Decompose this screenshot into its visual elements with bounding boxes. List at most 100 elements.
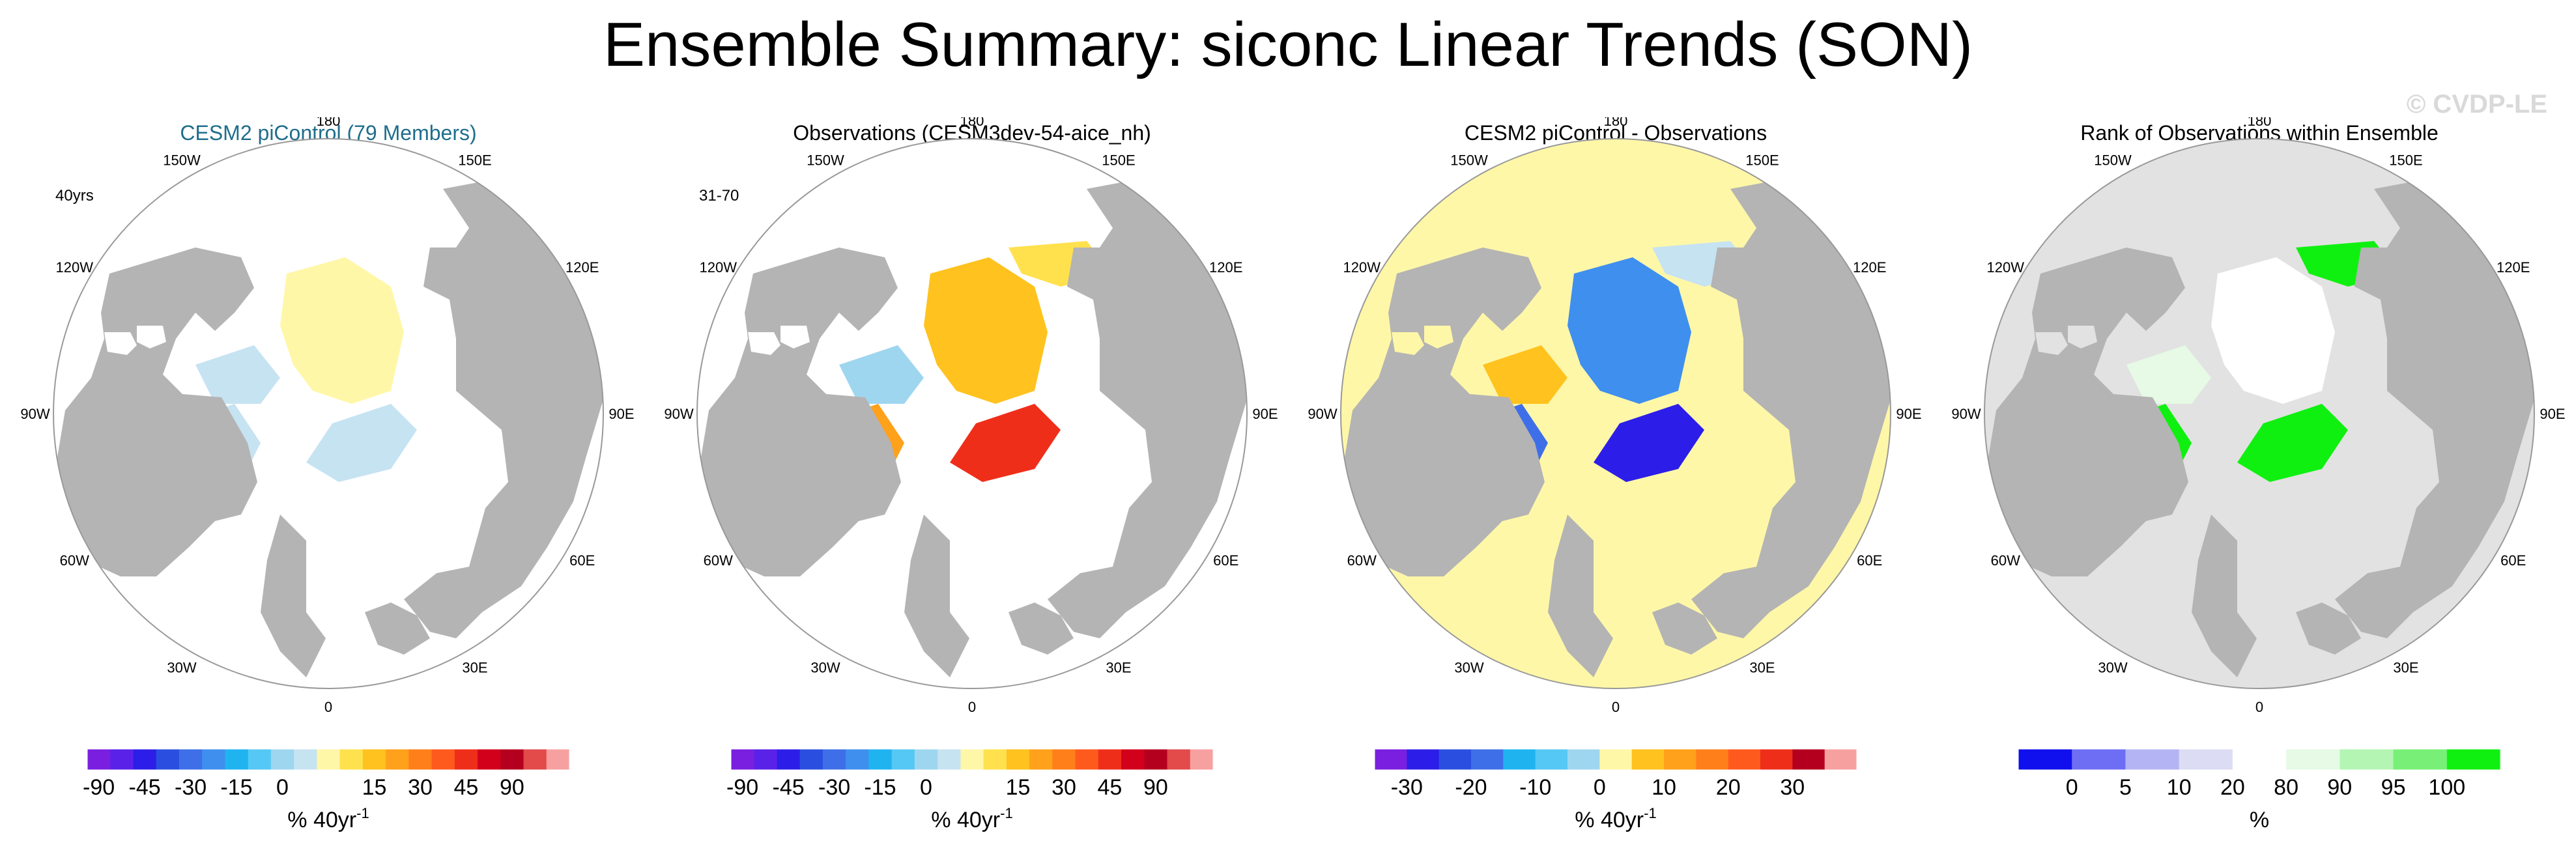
colorbar-swatch: [891, 749, 915, 770]
colorbar-swatch: [2393, 749, 2448, 770]
lon-label: 120E: [1209, 259, 1242, 276]
lon-label: 60W: [60, 552, 89, 569]
colorbar-swatch: [2340, 749, 2394, 770]
colorbar-swatch: [339, 749, 364, 770]
colorbar-swatch: [2072, 749, 2126, 770]
colorbar-tick: 30: [1780, 775, 1805, 800]
colorbar-frame: [1374, 748, 1857, 771]
colorbar-tick: 80: [2274, 775, 2298, 800]
panel-difference: CESM2 piControl - Observations 180 150E 120…: [1287, 117, 1931, 850]
lon-label: 60E: [1213, 552, 1238, 569]
colorbar-swatch: [1599, 749, 1633, 770]
colorbar-tick: 45: [453, 775, 478, 800]
colorbar-tick: 100: [2428, 775, 2465, 800]
colorbar-label: % 40yr-1: [287, 805, 369, 832]
lon-label: 180: [2248, 117, 2272, 129]
lon-label: 60E: [1857, 552, 1882, 569]
lon-label: 90E: [1252, 406, 1278, 422]
colorbar-label: % 40yr-1: [931, 805, 1012, 832]
map-frame: [1984, 138, 2535, 689]
colorbar-swatch: [960, 749, 984, 770]
colorbar-tick: 0: [1594, 775, 1606, 800]
colorbar-swatch: [202, 749, 226, 770]
polar-map-difference: CESM2 piControl - Observations180150E120…: [1308, 117, 1921, 832]
colorbar-swatch: [822, 749, 846, 770]
lon-label: 60E: [569, 552, 595, 569]
lon-label: 150E: [1102, 152, 1135, 168]
colorbar-frame: [87, 748, 570, 771]
region-central-arctic: [280, 257, 404, 404]
colorbar-tick: -90: [726, 775, 758, 800]
colorbar-tick: 90: [500, 775, 524, 800]
colorbar-swatch: [2018, 749, 2072, 770]
colorbar-tick: -90: [83, 775, 115, 800]
colorbar-tick: 20: [2220, 775, 2245, 800]
lon-label: 0: [1612, 699, 1620, 715]
lon-label: 120W: [56, 259, 94, 276]
colorbar-swatch: [1190, 749, 1214, 770]
colorbar-swatch: [846, 749, 870, 770]
colorbar-tick: 10: [2167, 775, 2192, 800]
colorbar-frame: [2018, 748, 2501, 771]
lon-label: 30W: [1454, 660, 1483, 676]
colorbar-swatch: [937, 749, 961, 770]
lon-label: 120W: [700, 259, 737, 276]
lon-label: 30E: [2393, 660, 2418, 676]
lon-label: 90E: [1896, 406, 1921, 422]
colorbar-swatch: [523, 749, 547, 770]
lon-label: 120W: [1987, 259, 2025, 276]
colorbar-swatch: [1075, 749, 1099, 770]
colorbar-swatch: [1824, 749, 1857, 770]
region-beaufort: [839, 345, 924, 404]
colorbar-swatch: [270, 749, 294, 770]
main-title: Ensemble Summary: siconc Linear Trends (…: [603, 10, 1973, 79]
lon-label: 30W: [810, 660, 840, 676]
colorbar-swatch: [1098, 749, 1122, 770]
colorbar-tick: 20: [1716, 775, 1741, 800]
colorbar-swatch: [914, 749, 938, 770]
colorbar-swatch: [2179, 749, 2233, 770]
colorbar-swatch: [1792, 749, 1825, 770]
region-barents: [950, 404, 1061, 482]
lon-label: 60W: [1991, 552, 2020, 569]
region-central-arctic: [2211, 257, 2335, 404]
colorbar-swatch: [2125, 749, 2180, 770]
colorbar-swatch: [2232, 749, 2287, 770]
lon-label: 0: [2255, 699, 2263, 715]
colorbar-label: % 40yr-1: [1575, 805, 1656, 832]
map-area: [53, 139, 603, 688]
colorbar-swatch: [225, 749, 249, 770]
colorbar-tick: -30: [1391, 775, 1423, 800]
colorbar-swatch: [799, 749, 823, 770]
panel-ensemble: CESM2 piControl (79 Members) 40yrs 180 150E…: [0, 117, 644, 850]
colorbar-frame: [730, 748, 1214, 771]
region-central-arctic: [1567, 257, 1691, 404]
lon-label: 150E: [1745, 152, 1779, 168]
colorbar-swatch: [1438, 749, 1472, 770]
colorbar-swatch: [2446, 749, 2501, 770]
colorbar-tick: 0: [276, 775, 289, 800]
colorbar-swatch: [1631, 749, 1665, 770]
polar-map-rank: Rank of Observations within Ensemble1801…: [1951, 117, 2565, 832]
colorbar-swatch: [1029, 749, 1053, 770]
colorbar-swatch: [1052, 749, 1076, 770]
lon-label: 60W: [1347, 552, 1377, 569]
region-beaufort: [2126, 345, 2211, 404]
colorbar-swatch: [478, 749, 501, 770]
lon-label: 90W: [1951, 406, 1981, 422]
colorbar-swatch: [133, 749, 157, 770]
land-mass: [699, 179, 1247, 677]
region-beaufort: [195, 345, 280, 404]
lon-label: 180: [317, 117, 341, 129]
region-barents: [306, 404, 417, 482]
colorbar-swatch: [1006, 749, 1030, 770]
colorbar-tick: -30: [818, 775, 850, 800]
colorbar-swatch: [546, 749, 570, 770]
region-barents: [1594, 404, 1704, 482]
corner-label: 31-70: [699, 187, 739, 205]
colorbar-swatch: [248, 749, 272, 770]
colorbar-tick: 30: [1052, 775, 1076, 800]
map-frame: [1340, 138, 1891, 689]
colorbar-tick: 90: [2327, 775, 2352, 800]
colorbar-swatch: [110, 749, 134, 770]
